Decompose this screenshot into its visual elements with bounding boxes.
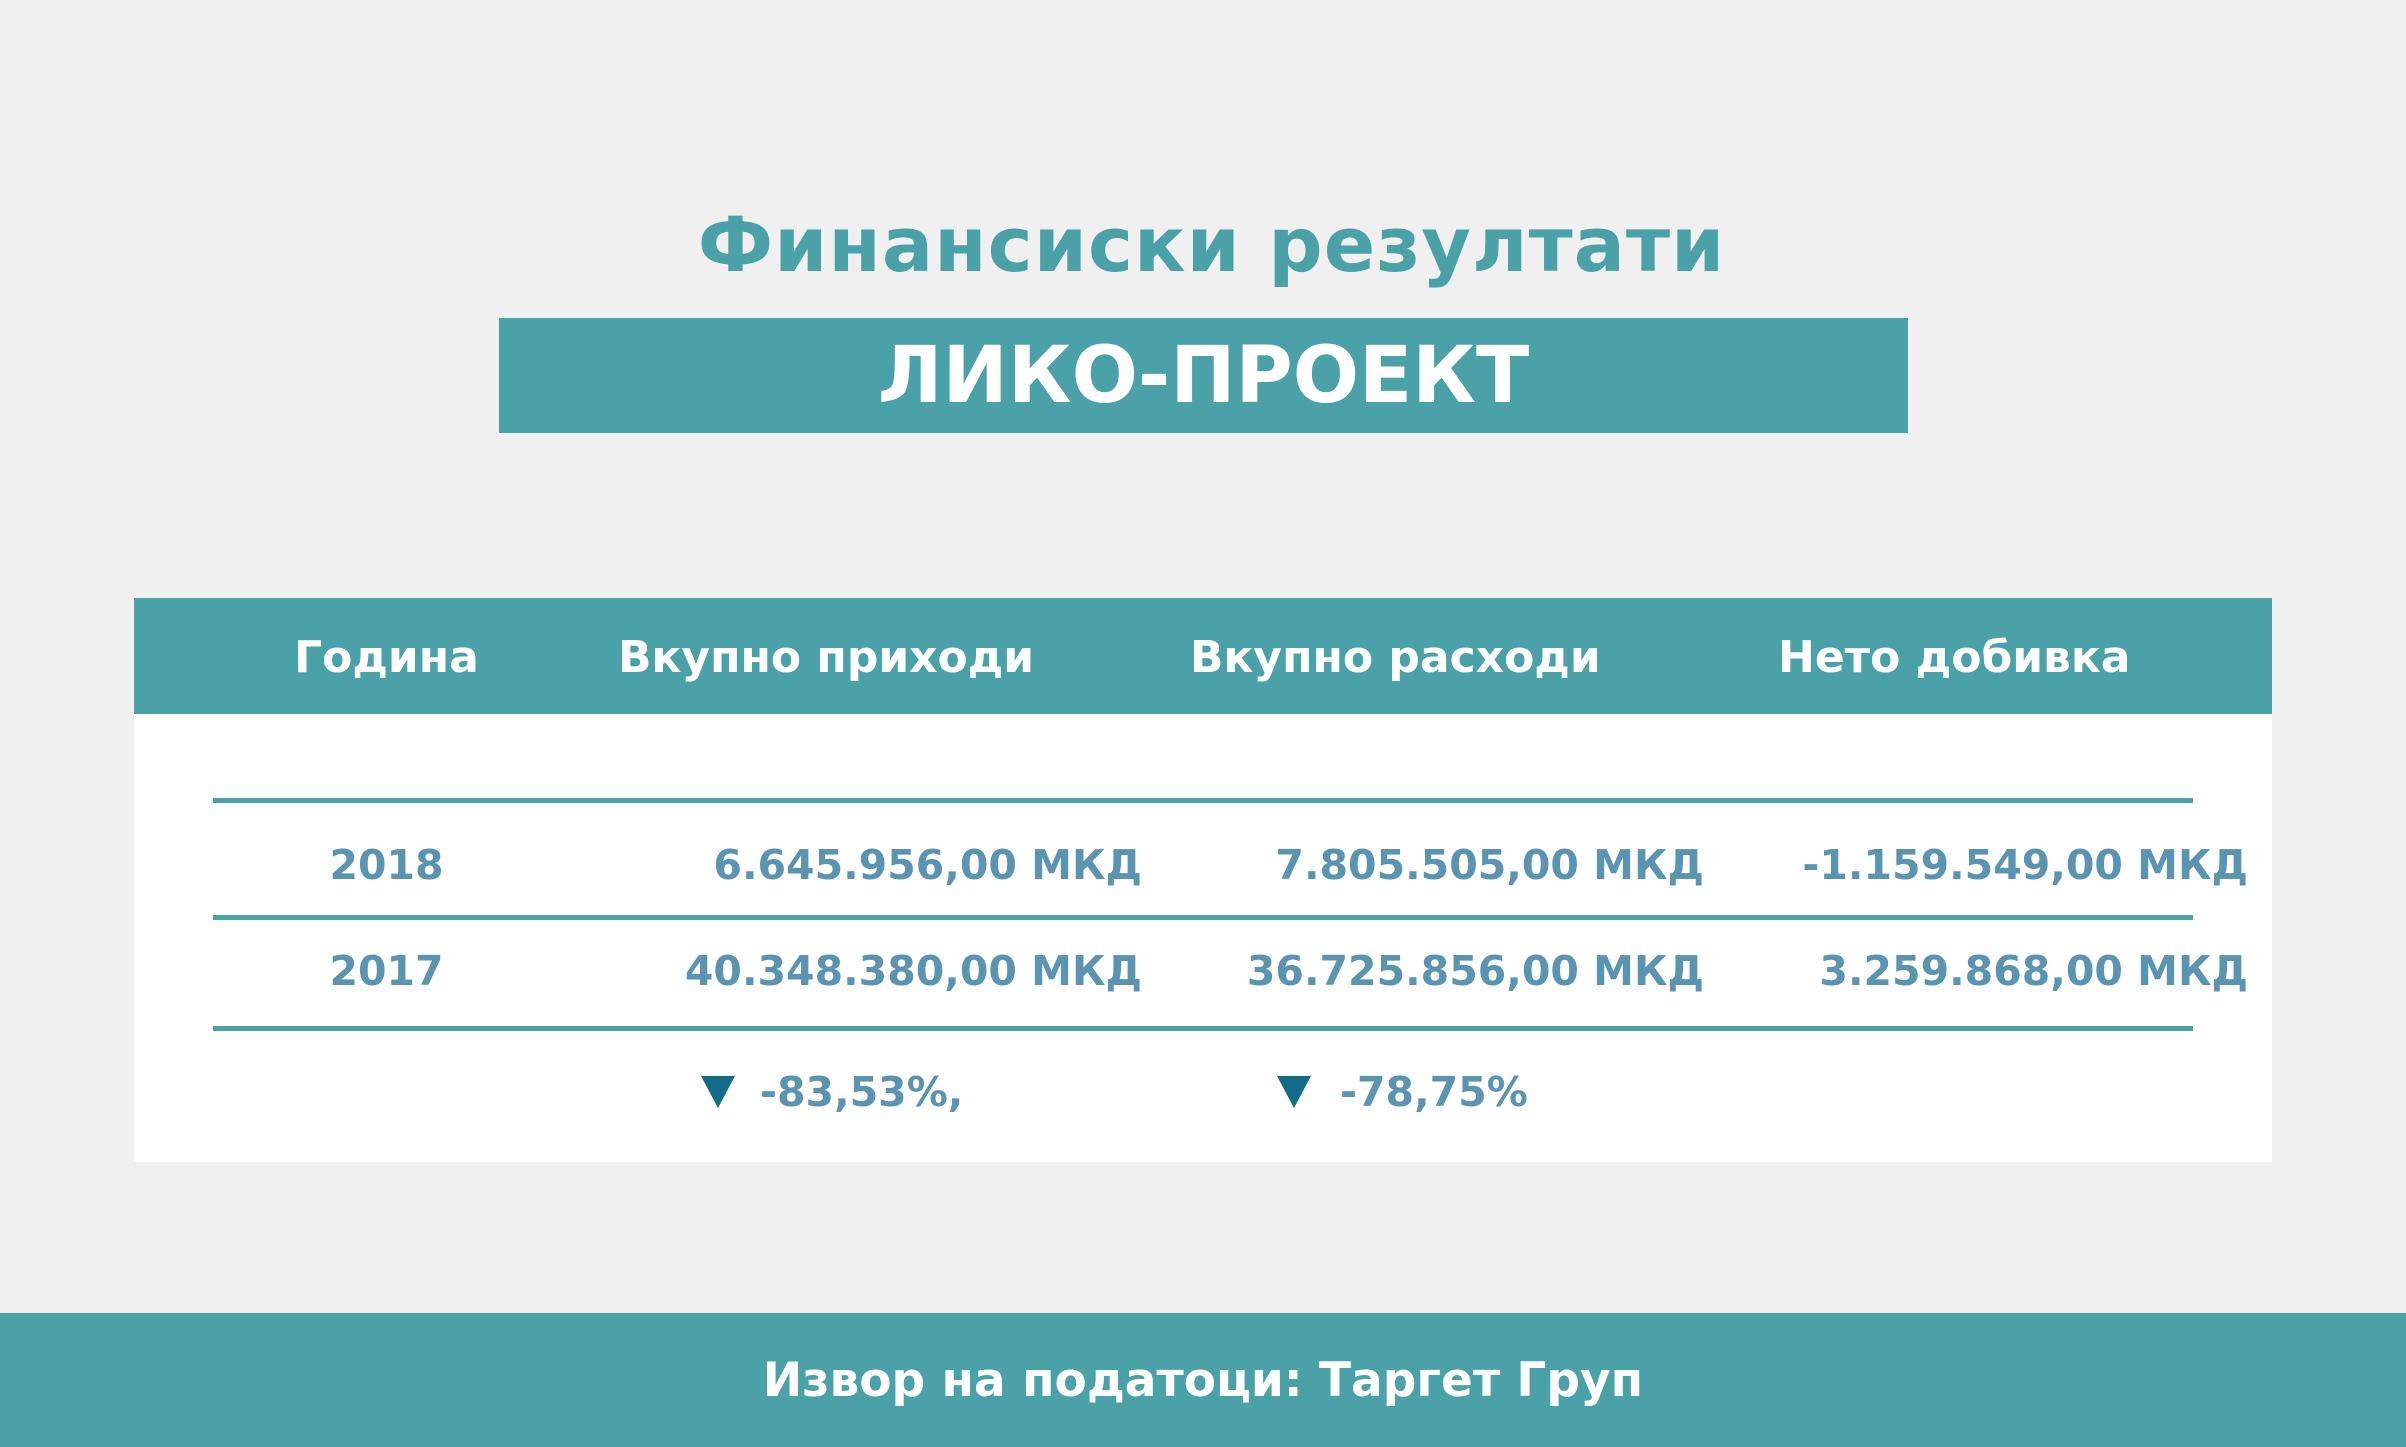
company-banner: ЛИКО-ПРОЕКТ <box>499 318 1908 433</box>
row-divider <box>213 1026 2193 1031</box>
financial-table: Година Вкупно приходи Вкупно расходи Нет… <box>134 598 2272 1162</box>
row-year: 2018 <box>329 841 444 889</box>
row-divider <box>213 915 2193 920</box>
triangle-down-icon <box>701 1076 735 1108</box>
row-net-profit: -1.159.549,00 МКД <box>1802 841 2248 889</box>
source-footer: Извор на податоци: Таргет Груп <box>0 1313 2406 1447</box>
triangle-down-icon <box>1277 1076 1311 1108</box>
row-expenses: 36.725.856,00 МКД <box>1246 947 1704 995</box>
source-text: Извор на податоци: Таргет Груп <box>762 1352 1644 1408</box>
income-change: -83,53%, <box>760 1068 964 1116</box>
row-expenses: 7.805.505,00 МКД <box>1275 841 1704 889</box>
row-net-profit: 3.259.868,00 МКД <box>1819 947 2248 995</box>
header-year: Година <box>294 632 479 683</box>
row-income: 6.645.956,00 МКД <box>713 841 1142 889</box>
header-income: Вкупно приходи <box>618 632 1035 683</box>
row-divider <box>213 798 2193 803</box>
company-name: ЛИКО-ПРОЕКТ <box>877 330 1530 421</box>
header-net-profit: Нето добивка <box>1778 632 2131 683</box>
header-expenses: Вкупно расходи <box>1190 632 1601 683</box>
page-title: Финансиски резултати <box>697 200 1726 289</box>
expenses-change: -78,75% <box>1340 1068 1528 1116</box>
row-income: 40.348.380,00 МКД <box>684 947 1142 995</box>
row-year: 2017 <box>329 947 444 995</box>
table-header: Година Вкупно приходи Вкупно расходи Нет… <box>134 598 2272 714</box>
